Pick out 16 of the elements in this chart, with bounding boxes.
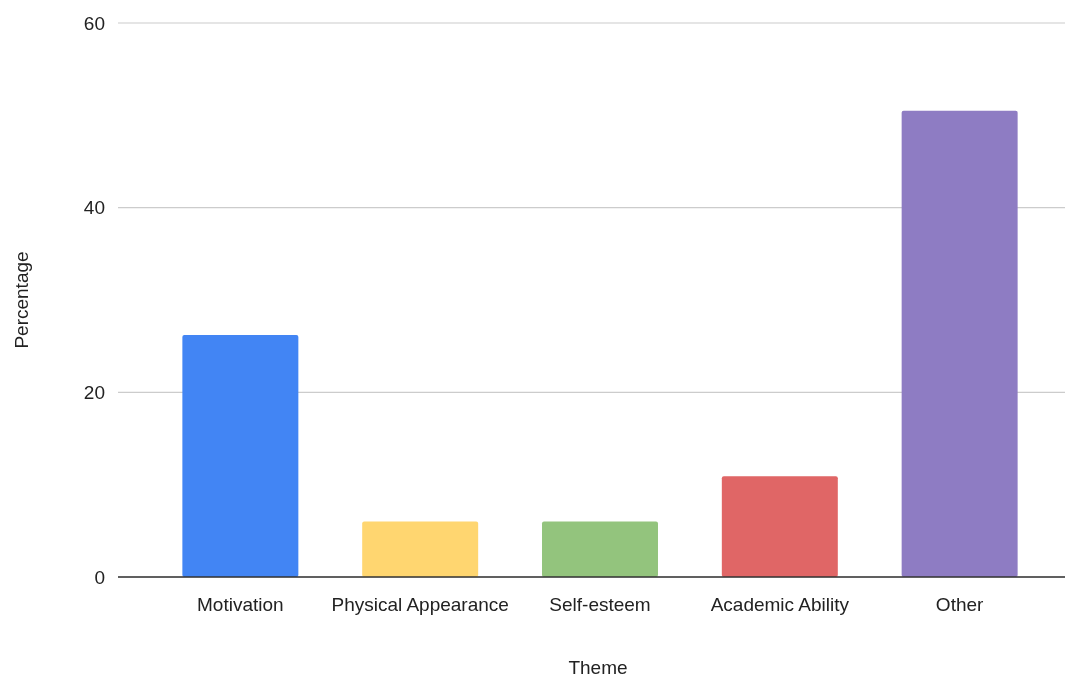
y-tick-label: 20	[83, 381, 105, 403]
bar	[182, 335, 299, 577]
x-tick-label: Self-esteem	[549, 594, 651, 615]
bar	[542, 521, 658, 577]
y-axis-title: Percentage	[11, 251, 32, 349]
x-tick-label: Other	[935, 594, 985, 615]
y-tick-label: 40	[83, 197, 105, 219]
bar	[362, 521, 479, 577]
x-tick-label: Motivation	[197, 594, 284, 615]
x-tick-label: Physical Appearance	[331, 594, 509, 615]
y-tick-label: 60	[83, 12, 105, 34]
bar	[901, 110, 1018, 577]
bar	[721, 476, 838, 577]
y-tick-label: 0	[94, 566, 105, 588]
x-tick-label: Academic Ability	[710, 594, 850, 615]
x-axis-title: Theme	[568, 657, 628, 678]
